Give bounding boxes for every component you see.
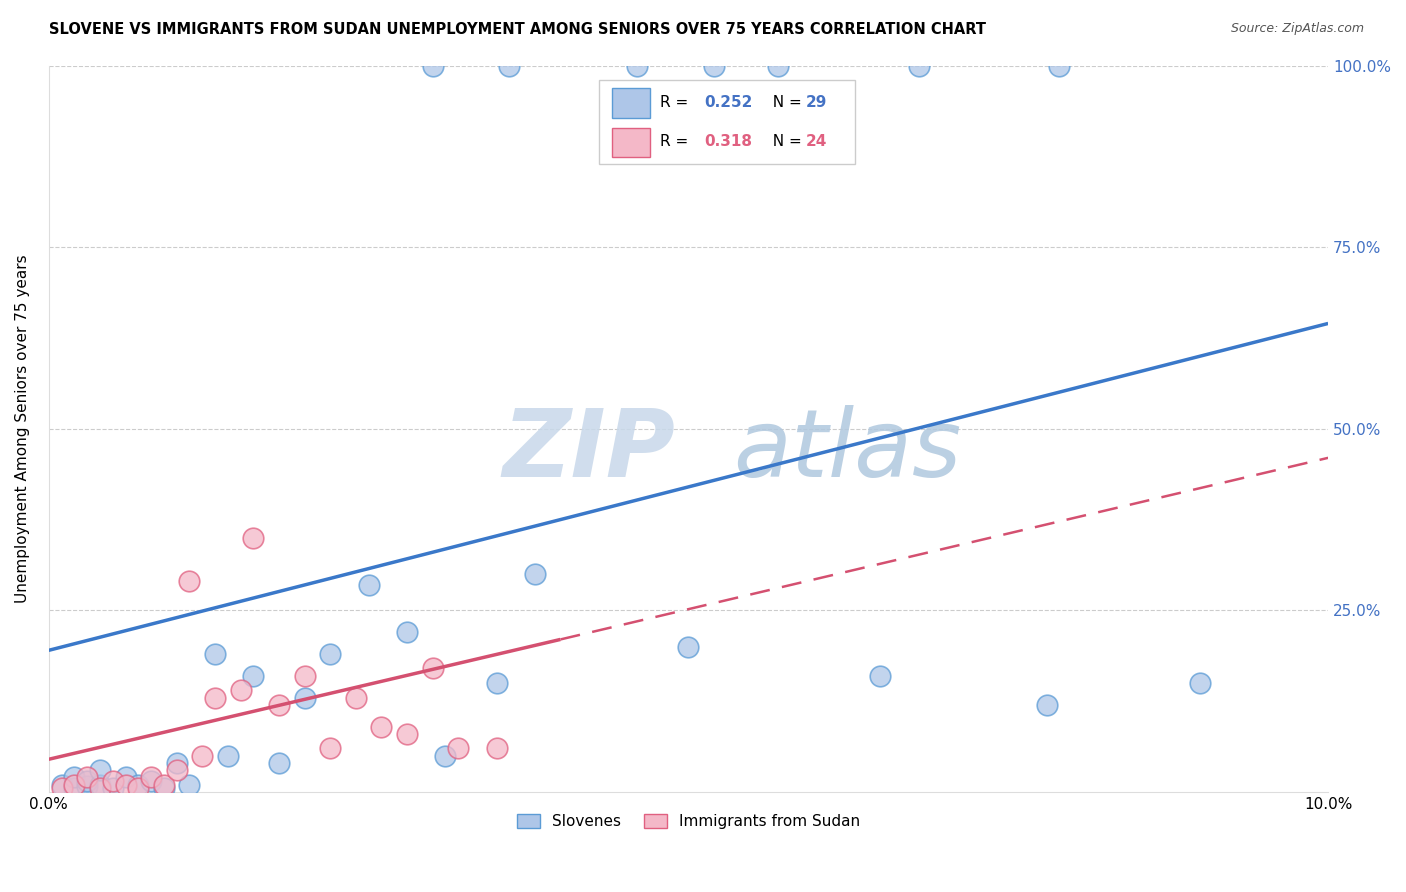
Text: R =: R = (661, 134, 693, 149)
Point (114, 778, 136, 792)
Point (139, 774, 162, 789)
Point (485, 741, 508, 756)
Text: N =: N = (762, 134, 806, 149)
Point (139, 771, 162, 785)
Point (485, 676, 508, 690)
Point (422, 59, 444, 73)
Point (395, 727, 418, 741)
Y-axis label: Unemployment Among Seniors over 75 years: Unemployment Among Seniors over 75 years (15, 254, 30, 603)
Point (344, 690, 367, 705)
Point (51, 781, 73, 796)
Point (89, 763, 111, 777)
Point (166, 756, 188, 770)
Point (114, 771, 136, 785)
Text: atlas: atlas (733, 405, 962, 496)
Point (319, 647, 342, 661)
Point (89, 778, 111, 792)
Point (1189, 676, 1212, 690)
Legend: Slovenes, Immigrants from Sudan: Slovenes, Immigrants from Sudan (510, 808, 866, 835)
Point (703, 59, 725, 73)
Point (626, 59, 648, 73)
Point (191, 748, 214, 763)
Point (357, 578, 380, 592)
Point (678, 640, 700, 654)
Point (267, 698, 290, 712)
Point (204, 690, 226, 705)
Point (229, 683, 252, 698)
Point (179, 574, 201, 589)
Point (204, 647, 226, 661)
Point (766, 59, 789, 73)
Text: N =: N = (762, 95, 806, 111)
Text: Source: ZipAtlas.com: Source: ZipAtlas.com (1230, 22, 1364, 36)
Point (498, 59, 520, 73)
Bar (612, 128, 650, 157)
Point (447, 741, 470, 756)
Text: 0.252: 0.252 (704, 95, 752, 111)
Point (127, 778, 149, 792)
Point (242, 531, 264, 545)
Point (153, 778, 176, 792)
Text: ZIP: ZIP (503, 405, 676, 497)
Bar (612, 88, 650, 118)
Point (127, 781, 149, 796)
Bar (599, 80, 855, 163)
Point (869, 669, 891, 683)
Point (63, 771, 86, 785)
Point (89, 781, 111, 796)
Point (319, 741, 342, 756)
Text: 24: 24 (806, 134, 828, 149)
Point (395, 625, 418, 640)
Point (76, 779, 98, 793)
Point (907, 59, 929, 73)
Point (76, 771, 98, 785)
Point (51, 778, 73, 792)
Point (101, 774, 124, 789)
Point (294, 669, 316, 683)
Point (76, 774, 98, 789)
Point (101, 781, 124, 796)
Point (153, 781, 176, 796)
Text: R =: R = (661, 95, 693, 111)
Point (179, 778, 201, 792)
Point (1035, 698, 1057, 712)
Point (242, 669, 264, 683)
Point (63, 781, 86, 796)
Point (63, 778, 86, 792)
Point (294, 690, 316, 705)
Point (166, 763, 188, 777)
Point (1049, 59, 1071, 73)
Point (217, 748, 239, 763)
Text: 29: 29 (806, 95, 828, 111)
Point (370, 720, 392, 734)
Text: SLOVENE VS IMMIGRANTS FROM SUDAN UNEMPLOYMENT AMONG SENIORS OVER 75 YEARS CORREL: SLOVENE VS IMMIGRANTS FROM SUDAN UNEMPLO… (49, 22, 986, 37)
Point (267, 756, 290, 770)
Point (434, 748, 457, 763)
Point (523, 567, 546, 582)
Text: 0.318: 0.318 (704, 134, 752, 149)
Point (422, 661, 444, 675)
